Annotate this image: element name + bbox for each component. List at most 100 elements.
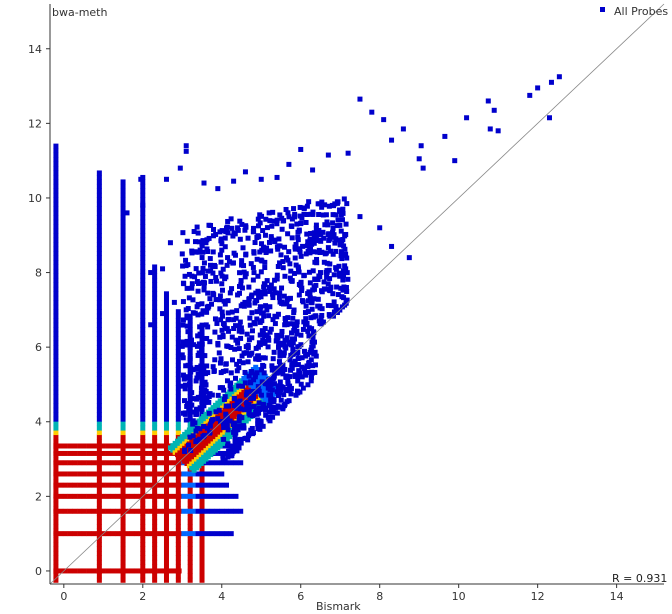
density-cell <box>163 313 169 319</box>
density-cell <box>58 460 64 466</box>
density-cell <box>272 321 278 327</box>
density-cell <box>120 295 126 301</box>
density-cell <box>140 541 146 547</box>
density-cell <box>334 284 340 290</box>
density-cell <box>262 232 268 238</box>
density-cell <box>189 273 195 279</box>
density-cell <box>289 235 295 241</box>
density-cell <box>237 236 243 242</box>
density-cell <box>207 423 213 429</box>
density-cell <box>152 528 158 534</box>
density-cell <box>175 336 181 342</box>
density-cell <box>163 340 169 346</box>
density-cell <box>175 541 181 547</box>
density-cell <box>72 460 78 466</box>
density-cell <box>77 450 83 456</box>
density-cell <box>208 268 214 274</box>
density-cell <box>110 482 116 488</box>
density-cell <box>195 371 201 377</box>
density-cell <box>201 423 207 429</box>
density-cell <box>247 395 253 401</box>
density-cell <box>235 439 241 445</box>
density-cell <box>269 223 275 229</box>
density-cell <box>120 251 126 257</box>
density-cell <box>120 385 126 391</box>
density-cell <box>282 366 288 372</box>
density-cell <box>120 273 126 279</box>
density-cell <box>277 369 283 375</box>
density-cell <box>321 286 327 292</box>
density-cell <box>162 493 168 499</box>
density-cell <box>243 344 249 350</box>
density-cell <box>190 531 196 537</box>
density-cell <box>140 439 146 445</box>
data-point <box>215 340 221 346</box>
density-cell <box>238 406 244 412</box>
density-cell <box>115 508 121 514</box>
density-cell <box>175 353 181 359</box>
density-cell <box>295 378 301 384</box>
density-cell <box>187 340 193 346</box>
density-cell <box>340 237 346 243</box>
density-cell <box>285 378 291 384</box>
density-cell <box>96 251 102 257</box>
data-point <box>262 326 268 332</box>
density-cell <box>152 371 158 377</box>
density-cell <box>261 284 267 290</box>
density-cell <box>163 336 169 342</box>
density-cell <box>163 506 169 512</box>
density-cell <box>175 479 181 485</box>
density-cell <box>53 519 59 525</box>
density-cell <box>305 309 311 315</box>
density-cell <box>198 385 204 391</box>
density-cell <box>120 376 126 382</box>
density-cell <box>187 528 193 534</box>
density-cell <box>277 349 283 355</box>
density-cell <box>96 273 102 279</box>
data-point <box>527 92 533 98</box>
density-cell <box>201 392 207 398</box>
density-cell <box>205 471 211 477</box>
density-cell <box>258 269 264 275</box>
density-cell <box>96 577 102 583</box>
density-cell <box>293 241 299 247</box>
density-cell <box>210 364 216 370</box>
density-cell <box>215 416 221 422</box>
density-cell <box>53 421 59 427</box>
density-cell <box>120 465 126 471</box>
density-cell <box>258 392 264 398</box>
density-cell <box>140 349 146 355</box>
density-cell <box>96 322 102 328</box>
density-cell <box>53 300 59 306</box>
density-cell <box>291 307 297 313</box>
density-cell <box>67 471 73 477</box>
density-cell <box>311 240 317 246</box>
density-cell <box>163 447 169 453</box>
density-cell <box>342 246 348 252</box>
density-cell <box>53 309 59 315</box>
density-cell <box>96 425 102 431</box>
density-cell <box>96 340 102 346</box>
density-cell <box>296 368 302 374</box>
density-cell <box>326 203 332 209</box>
density-cell <box>187 550 193 556</box>
density-cell <box>214 531 220 537</box>
density-cell <box>163 474 169 480</box>
density-cell <box>210 291 216 297</box>
density-cell <box>105 471 111 477</box>
density-cell <box>96 479 102 485</box>
density-cell <box>255 216 261 222</box>
density-cell <box>86 568 92 574</box>
density-cell <box>194 437 200 443</box>
density-cell <box>163 362 169 368</box>
density-cell <box>140 233 146 239</box>
density-cell <box>53 233 59 239</box>
density-cell <box>200 471 206 477</box>
density-cell <box>284 399 290 405</box>
density-cell <box>291 270 297 276</box>
density-cell <box>143 531 149 537</box>
density-cell <box>175 555 181 561</box>
density-cell <box>224 326 230 332</box>
density-cell <box>202 399 208 405</box>
density-cell <box>53 201 59 207</box>
